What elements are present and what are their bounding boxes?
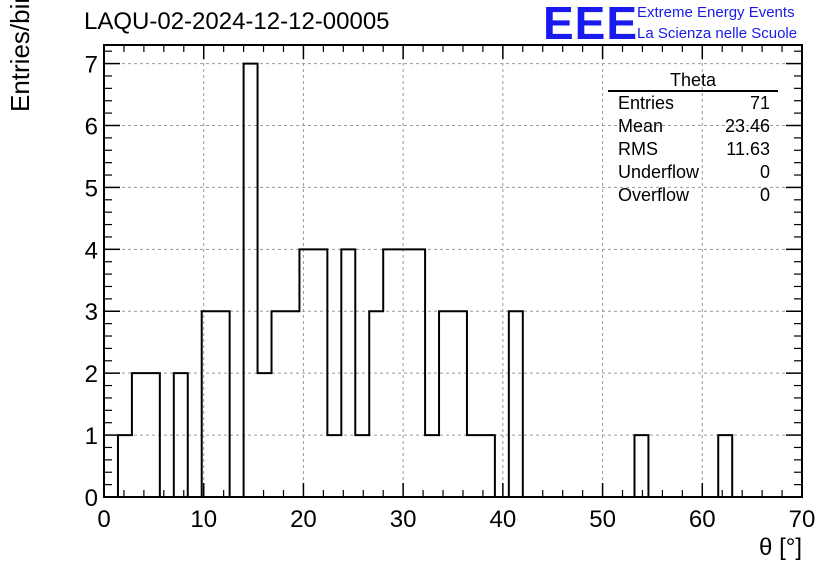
- histogram-bin: [216, 311, 230, 497]
- plot-frame: [103, 44, 803, 498]
- stats-label: RMS: [618, 139, 658, 159]
- x-tick-label: 30: [390, 506, 417, 533]
- y-tick-label: 4: [85, 237, 98, 264]
- logo-caption-line2: La Scienza nelle Scuole: [637, 25, 798, 42]
- stats-row-mean: Mean 23.46: [608, 115, 778, 138]
- stats-value: 11.63: [726, 139, 770, 159]
- histogram-bin: [272, 311, 286, 497]
- y-tick-label: 1: [85, 423, 98, 450]
- stats-value: 23.46: [724, 116, 770, 136]
- histogram-bin: [174, 373, 188, 497]
- histogram-bin: [453, 311, 467, 497]
- x-tick-label: 50: [589, 506, 616, 533]
- histogram-bin: [258, 373, 272, 497]
- histogram-bin: [383, 249, 397, 497]
- histogram-bin: [467, 435, 481, 497]
- histogram-bin: [439, 311, 453, 497]
- stats-row-rms: RMS 11.63: [608, 138, 778, 161]
- stats-label: Entries: [618, 93, 675, 113]
- histogram-bin: [327, 435, 341, 497]
- x-axis-label: θ [°]: [759, 534, 802, 561]
- histogram-bin: [509, 311, 523, 497]
- stats-label: Overflow: [618, 185, 690, 205]
- chart-title: LAQU-02-2024-12-12-00005: [84, 8, 390, 35]
- y-tick-label: 5: [85, 175, 98, 202]
- x-tick-label: 70: [789, 506, 816, 533]
- stats-row-entries: Entries 71: [608, 92, 778, 115]
- y-tick-label: 7: [85, 52, 98, 79]
- logo-caption-line1: Extreme Energy Events: [637, 4, 795, 21]
- stats-value: 0: [759, 162, 770, 182]
- eee-logo: EEE: [543, 0, 639, 49]
- tick-labels: 0 10 20 30 40 50 60 70 0 1 2 3 4 5 6 7: [85, 52, 816, 533]
- stats-row-overflow: Overflow 0: [608, 184, 778, 207]
- stats-title: Theta: [608, 70, 778, 92]
- histogram-bin: [369, 311, 383, 497]
- x-tick-label: 40: [490, 506, 517, 533]
- histogram-bin: [299, 249, 313, 497]
- histogram-bin: [355, 435, 369, 497]
- stats-box: Theta Entries 71 Mean 23.46 RMS 11.63 Un…: [608, 70, 778, 207]
- y-tick-label: 0: [85, 485, 98, 512]
- stats-row-underflow: Underflow 0: [608, 161, 778, 184]
- histogram-bin: [634, 435, 648, 497]
- y-tick-label: 6: [85, 113, 98, 140]
- stats-label: Underflow: [618, 162, 700, 182]
- x-tick-label: 20: [290, 506, 317, 533]
- y-axis-label: Entries/bin: [5, 0, 35, 112]
- x-tick-label: 0: [97, 506, 110, 533]
- histogram-bin: [341, 249, 355, 497]
- histogram-bin: [425, 435, 439, 497]
- histogram-bin: [285, 311, 299, 497]
- x-tick-label: 60: [689, 506, 716, 533]
- histogram-bin: [718, 435, 732, 497]
- histogram-bin: [481, 435, 495, 497]
- y-tick-label: 2: [85, 361, 98, 388]
- stats-value: 71: [749, 93, 770, 113]
- histogram-bin: [244, 64, 258, 497]
- x-tick-label: 10: [190, 506, 217, 533]
- stats-label: Mean: [618, 116, 664, 136]
- stats-value: 0: [759, 185, 770, 205]
- y-tick-label: 3: [85, 299, 98, 326]
- histogram-bin: [118, 435, 132, 497]
- axis-ticks: [103, 45, 803, 498]
